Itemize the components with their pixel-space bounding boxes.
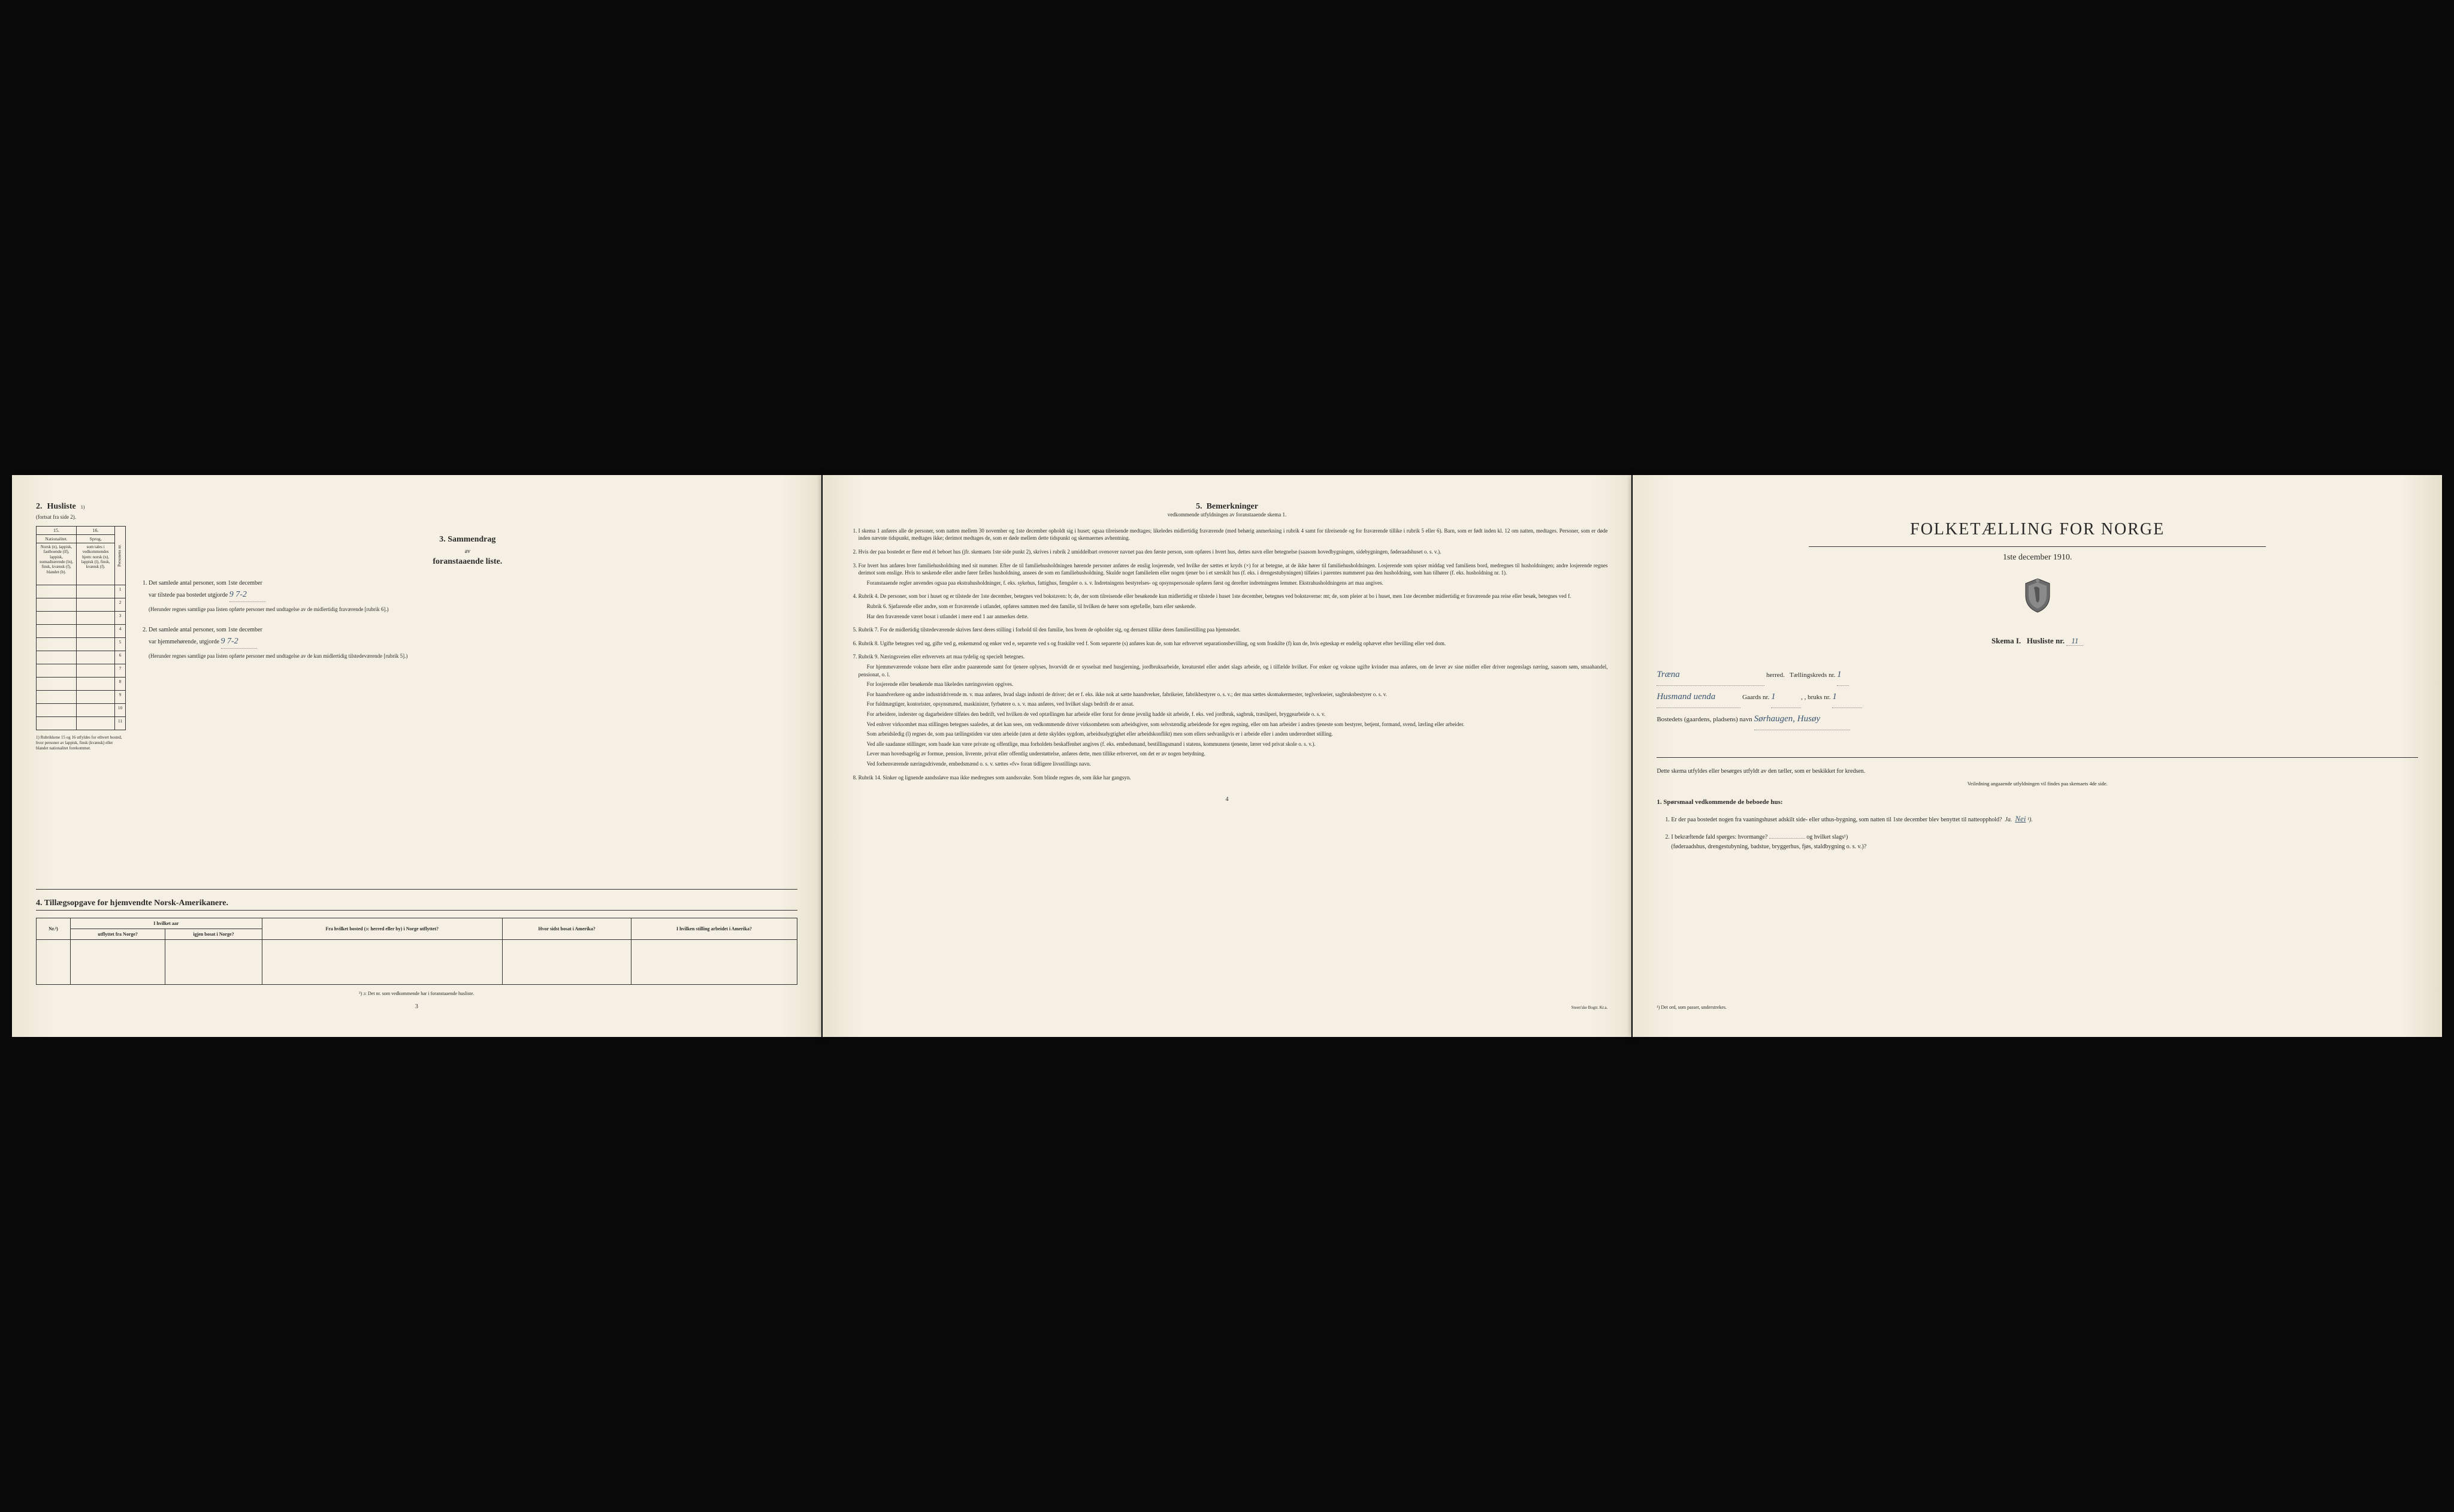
row-num: 8 xyxy=(115,677,126,690)
section-3-item-1: Det samlede antal personer, som 1ste dec… xyxy=(149,579,797,613)
section-5-subtitle: vedkommende utfyldningen av foranstaaend… xyxy=(1168,512,1286,518)
bemerkning-3: For hvert hus anføres hver familiehushol… xyxy=(859,562,1608,587)
th-utflyttet: utflyttet fra Norge? xyxy=(70,929,165,940)
th-nr: Nr.²) xyxy=(37,918,71,940)
col-16-desc: som tales i vedkommendes hjem: norsk (n)… xyxy=(77,543,115,585)
instruction-text: Dette skema utfyldes eller besørges utfy… xyxy=(1657,767,2418,776)
section-4: 4. Tillægsopgave for hjemvendte Norsk-Am… xyxy=(36,899,797,1010)
printer-credit: Steen'ske Bogtr. Kr.a. xyxy=(847,999,1608,1010)
section-3-subtitle: foranstaaende liste. xyxy=(138,557,797,567)
bemerkning-4: Rubrik 4. De personer, som bor i huset o… xyxy=(859,592,1608,620)
th-igjen-bosat: igjen bosat i Norge? xyxy=(165,929,262,940)
section-3-title: Sammendrag xyxy=(448,535,495,544)
husliste-nr-handwritten: 11 xyxy=(2066,636,2083,646)
fill-in-block: Træna herred. Tællingskreds nr. 1 Husman… xyxy=(1657,664,2418,730)
bemerkning-6: Rubrik 8. Ugifte betegnes ved ug, gifte … xyxy=(859,640,1608,648)
section-5: 5. Bemerkninger vedkommende utfyldningen… xyxy=(847,502,1608,787)
row-num: 3 xyxy=(115,611,126,624)
q1-sup: ¹). xyxy=(2027,817,2033,823)
section-2-number: 2. xyxy=(36,502,43,512)
title-rule xyxy=(1809,546,2265,547)
divider xyxy=(1657,757,2418,758)
row-num: 4 xyxy=(115,624,126,637)
th-hvilken-stilling: I hvilken stilling arbeidet i Amerika? xyxy=(631,918,797,940)
table-row xyxy=(37,940,797,985)
section-5-title: Bemerkninger xyxy=(1207,502,1258,511)
item1-paren: (Herunder regnes samtlige paa listen opf… xyxy=(149,606,797,613)
section-3-number: 3. xyxy=(439,535,446,544)
question-block: 1. Spørsmaal vedkommende de beboede hus:… xyxy=(1657,799,2418,859)
section-3-item-2: Det samlede antal personer, som 1ste dec… xyxy=(149,625,797,660)
col-16-header: Sprog, xyxy=(77,534,115,543)
husmand-handwritten: Husmand uenda xyxy=(1657,692,1715,701)
row-num: 2 xyxy=(115,598,126,611)
q1-nei-underlined: Nei xyxy=(2015,814,2026,823)
bemerkning-2: Hvis der paa bostedet er flere end ét be… xyxy=(859,548,1608,556)
date-line: 1ste december 1910. xyxy=(1657,553,2418,563)
section-4-title: 4. Tillægsopgave for hjemvendte Norsk-Am… xyxy=(36,899,797,911)
section-2-sup: 1) xyxy=(81,504,85,510)
row-num: 9 xyxy=(115,690,126,703)
section-5-number: 5. xyxy=(1196,502,1202,511)
coat-of-arms-icon xyxy=(1657,577,2418,615)
section-4-footnote: ²) ɔ: Det nr. som vedkommende har i fora… xyxy=(36,991,797,996)
bruks-nr-handwritten: 1 xyxy=(1832,692,1837,701)
section-4-table: Nr.²) I hvilket aar Fra hvilket bosted (… xyxy=(36,918,797,985)
bemerkning-8: Rubrik 14. Sinker og lignende aandssløve… xyxy=(859,774,1608,782)
item2-paren: (Herunder regnes samtlige paa listen opf… xyxy=(149,652,797,660)
section-2-subtitle: (fortsat fra side 2). xyxy=(36,514,132,520)
row-num: 5 xyxy=(115,637,126,651)
page-right: FOLKETÆLLING FOR NORGE 1ste december 191… xyxy=(1633,475,2442,1037)
question-title: 1. Spørsmaal vedkommende de beboede hus: xyxy=(1657,799,2418,806)
instruction-sub: Veiledning angaaende utfyldningen vil fi… xyxy=(1657,781,2418,787)
section-3: 3. Sammendrag av foranstaaende liste. De… xyxy=(138,535,797,672)
page-number-3: 3 xyxy=(36,1003,797,1010)
item1-handwritten-value: 9 7-2 xyxy=(229,590,247,599)
question-1: Er der paa bostedet nogen fra vaaningshu… xyxy=(1671,813,2418,825)
herred-handwritten: Træna xyxy=(1657,670,1679,679)
th-fra-hvilket: Fra hvilket bosted (ɔ: herred eller by) … xyxy=(262,918,502,940)
row-num: 10 xyxy=(115,703,126,716)
section-2-header: 2. Husliste 1) xyxy=(36,502,132,512)
document-container: 2. Husliste1) (fortsat fra side 2). 15. … xyxy=(12,475,2442,1037)
row-num: 7 xyxy=(115,664,126,677)
footnote-right: ¹) Det ord, som passer, understrekes. xyxy=(1657,993,2418,1010)
th-hvor-sidst: Hvor sidst bosat i Amerika? xyxy=(502,918,631,940)
row-num: 11 xyxy=(115,716,126,730)
bosted-handwritten: Sørhaugen, Husøy xyxy=(1754,714,1821,724)
page-left: 2. Husliste 1) (fortsat fra side 2). 15. … xyxy=(12,475,821,1037)
page-middle: 5. Bemerkninger vedkommende utfyldningen… xyxy=(823,475,1632,1037)
page-number-4: 4 xyxy=(847,796,1608,803)
question-2: I bekræftende fald spørges: hvormange? o… xyxy=(1671,833,2418,852)
th-hvilket-aar: I hvilket aar xyxy=(70,918,262,929)
husliste-table: 15. 16. Personens nr. Nationalitet. Spro… xyxy=(36,526,126,730)
q1-ja: Ja. xyxy=(2005,817,2012,823)
section-3-av: av xyxy=(138,548,797,555)
skema-line: Skema I. Husliste nr. 11 xyxy=(1657,636,2418,646)
divider xyxy=(36,889,797,890)
col-16-num: 16. xyxy=(77,526,115,534)
col-person: Personens nr. xyxy=(115,526,126,585)
gaards-nr-handwritten: 1 xyxy=(1771,692,1776,701)
col-15-num: 15. xyxy=(37,526,77,534)
col-15-desc: Norsk (n), lappisk, fastboende (lf), lap… xyxy=(37,543,77,585)
row-num: 1 xyxy=(115,585,126,598)
col-15-header: Nationalitet. xyxy=(37,534,77,543)
bemerkning-7: Rubrik 9. Næringsveien eller erhvervets … xyxy=(859,653,1608,767)
main-title: FOLKETÆLLING FOR NORGE xyxy=(1657,520,2418,539)
taellingskreds-nr-handwritten: 1 xyxy=(1837,670,1842,679)
section-2-footnote: 1) Rubrikkene 15 og 16 utfyldes for ethv… xyxy=(36,735,126,751)
section-2-title: Husliste xyxy=(47,502,76,512)
bemerkning-5: Rubrik 7. For de midlertidig tilstedevær… xyxy=(859,626,1608,634)
item2-handwritten-value: 9 7-2 xyxy=(221,637,238,646)
bemerkning-1: I skema 1 anføres alle de personer, som … xyxy=(859,527,1608,542)
row-num: 6 xyxy=(115,651,126,664)
